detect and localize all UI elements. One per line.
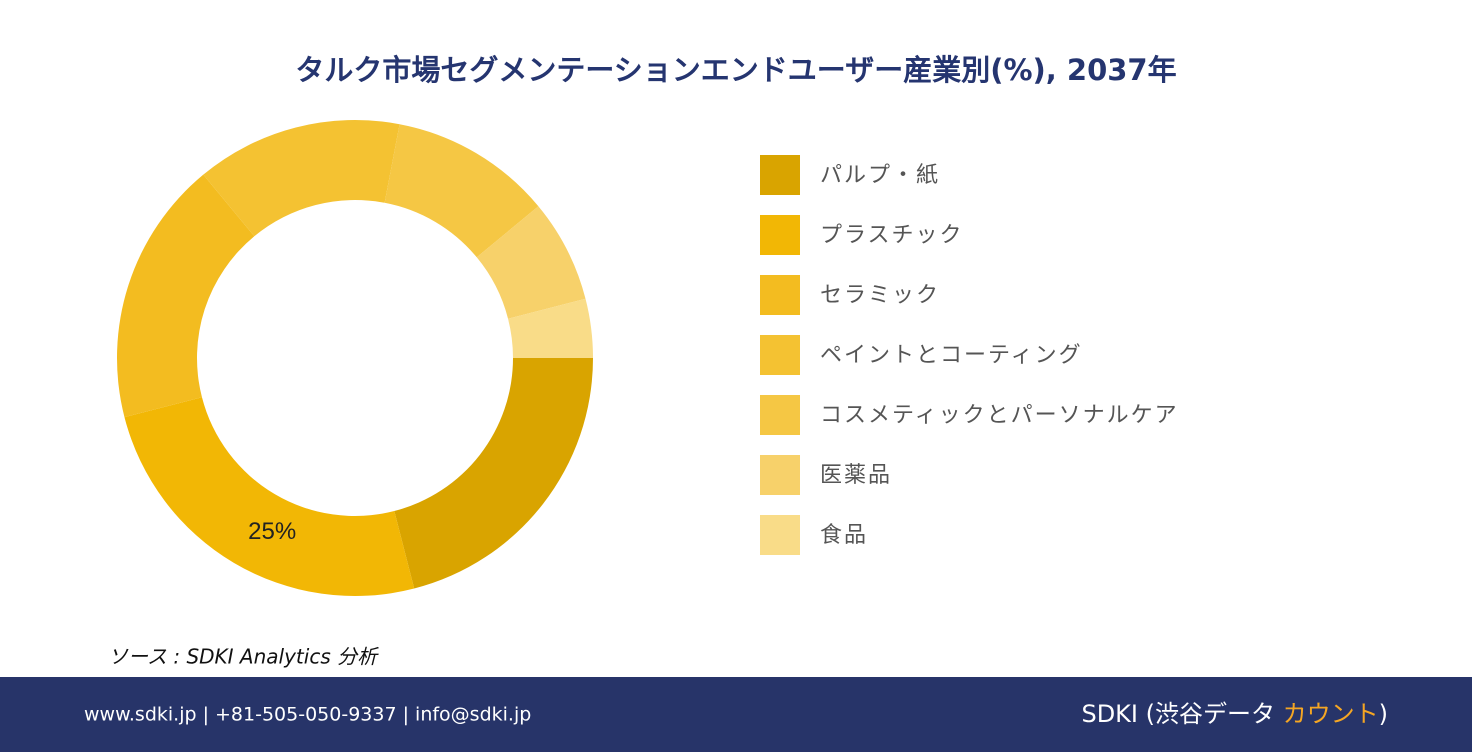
donut-segment (476, 206, 586, 319)
donut-segment (384, 124, 539, 258)
donut-segment (508, 298, 593, 358)
legend-label: コスメティックとパーソナルケア (820, 403, 1179, 428)
donut-segment (124, 397, 415, 596)
legend-swatch (760, 155, 800, 195)
donut-segment (117, 174, 255, 418)
legend-swatch (760, 455, 800, 495)
legend-label: パルプ・紙 (820, 163, 940, 188)
legend-swatch (760, 275, 800, 315)
source: ソース : SDKI Analytics 分析 (108, 645, 379, 669)
footer-band (0, 677, 1472, 752)
legend-swatch (760, 395, 800, 435)
brand-accent: カウント (1283, 700, 1379, 728)
legend: パルプ・紙プラスチックセラミックペイントとコーティングコスメティックとパーソナル… (760, 155, 1179, 555)
legend-label: セラミック (820, 283, 940, 308)
donut-segment (394, 358, 593, 589)
brand: SDKI (渋谷データ (1081, 700, 1275, 728)
footer-brand: SDKI (渋谷データ カウント) (1081, 700, 1388, 728)
donut: 25% (117, 120, 593, 596)
legend-swatch (760, 335, 800, 375)
brand-end: ) (1379, 700, 1388, 728)
legend-label: 食品 (820, 523, 868, 548)
legend-swatch (760, 515, 800, 555)
legend-label: 医薬品 (820, 463, 892, 488)
legend-label: プラスチック (820, 223, 964, 248)
footer-contact: www.sdki.jp | +81-505-050-9337 | info@sd… (84, 704, 531, 726)
donut-segment (203, 120, 400, 237)
data-label: 25% (248, 518, 296, 545)
chart-title: タルク市場セグメンテーションエンドユーザー産業別(%), 2037年 (295, 53, 1176, 87)
legend-label: ペイントとコーティング (820, 343, 1083, 368)
legend-swatch (760, 215, 800, 255)
